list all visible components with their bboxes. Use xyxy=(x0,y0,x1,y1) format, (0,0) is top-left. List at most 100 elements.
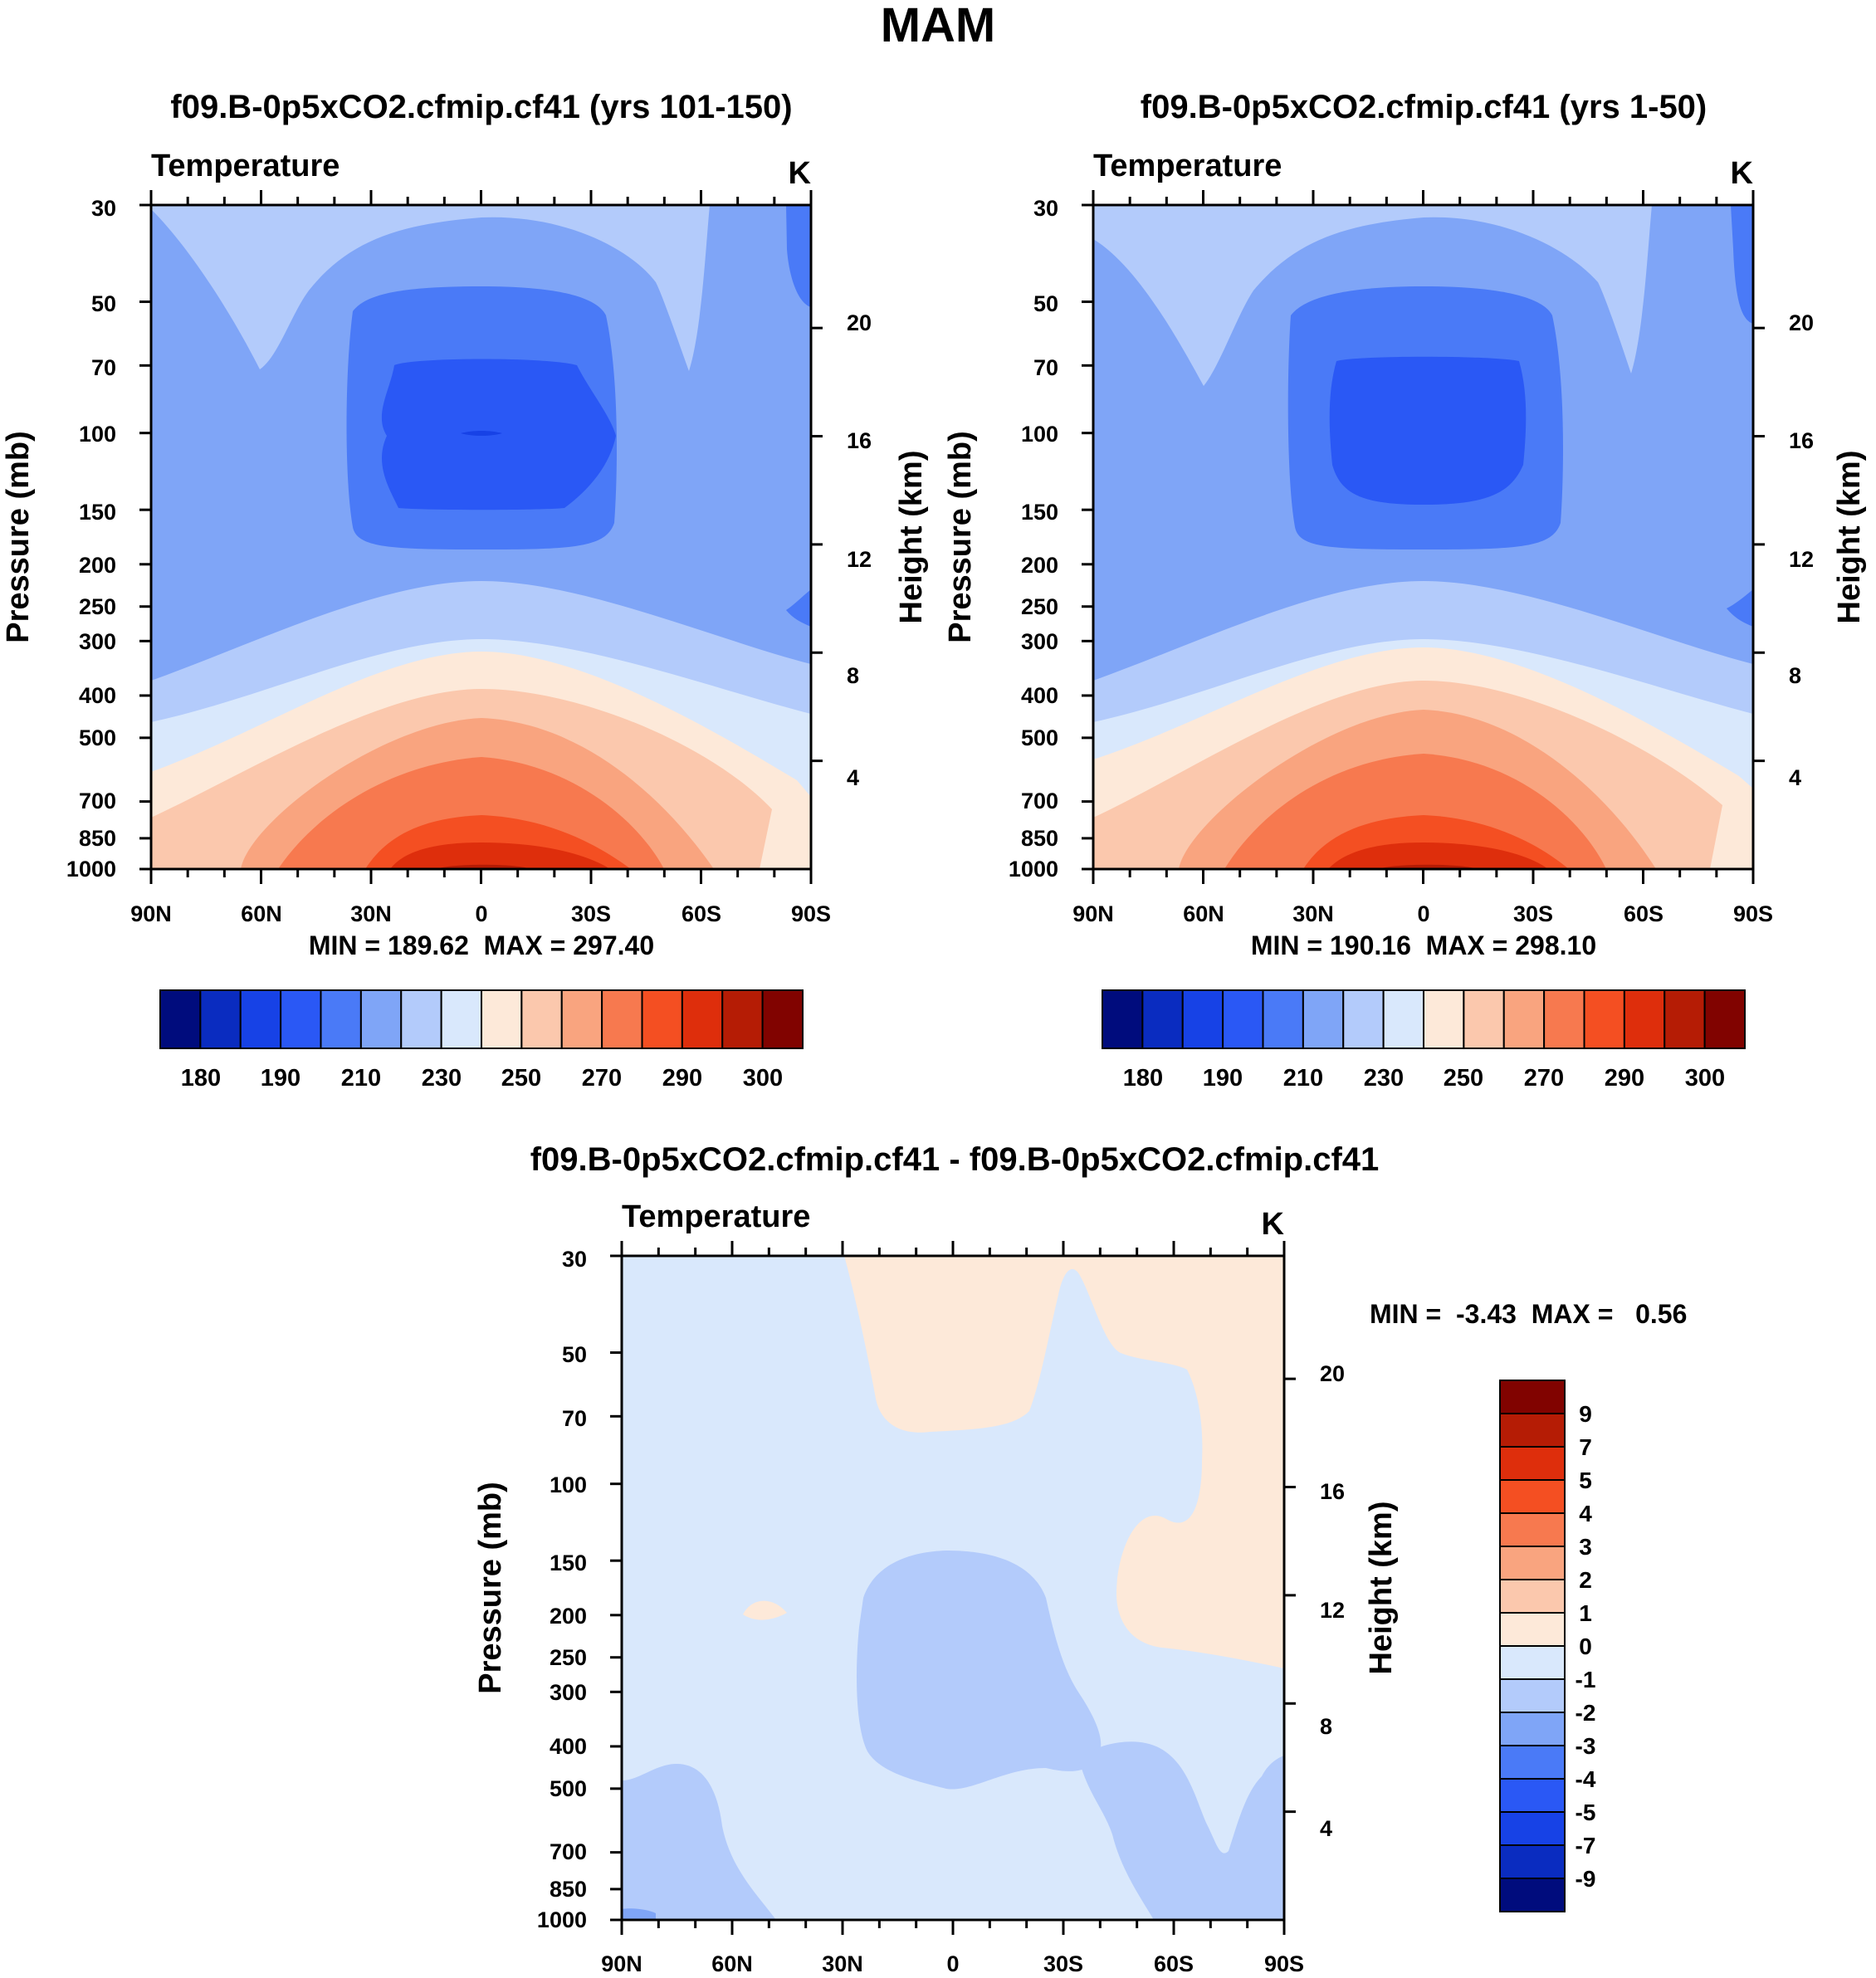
colorbar-swatch xyxy=(1181,989,1224,1049)
colorbar-swatch xyxy=(1663,989,1706,1049)
panel-3-y-tick-labels: 30 50 70 100 150 200 250 300 400 500 700… xyxy=(537,1247,587,1932)
colorbar-swatch xyxy=(560,989,603,1049)
colorbar-tick-label: 1 xyxy=(1579,1600,1592,1626)
colorbar-tick-label: -3 xyxy=(1576,1733,1596,1759)
panel-2-ticks xyxy=(1082,190,1765,884)
x-tick-label: 90N xyxy=(601,1951,642,1976)
panel-2-height-tick-labels: 20 16 12 8 4 xyxy=(1789,310,1814,790)
colorbar-tick-label: 7 xyxy=(1579,1434,1592,1460)
panel-3-y-axis-label: Pressure (mb) xyxy=(473,1482,508,1694)
colorbar-swatch xyxy=(1499,1612,1566,1647)
colorbar-tick-label: 210 xyxy=(1283,1065,1323,1092)
positive-region-small xyxy=(743,1600,787,1620)
height-tick-label: 4 xyxy=(1320,1816,1332,1841)
colorbar-swatch xyxy=(1302,989,1345,1049)
negative-region-southeast xyxy=(1079,1741,1284,1920)
colorbar-swatch xyxy=(239,989,282,1049)
panel-1-ticks xyxy=(139,190,823,884)
colorbar-swatch xyxy=(1423,989,1465,1049)
height-tick-label: 4 xyxy=(847,765,859,790)
x-tick-label: 60S xyxy=(682,901,721,926)
colorbar-tick-label: -4 xyxy=(1576,1766,1596,1792)
x-tick-label: 90S xyxy=(791,901,831,926)
colorbar-tick-label: -2 xyxy=(1576,1700,1596,1726)
colorbar-tick-label: 9 xyxy=(1579,1401,1592,1427)
panel-1-colorbar xyxy=(159,989,804,1049)
panel-1-colorbar-labels: 180 190 210 230 250 270 290 300 xyxy=(181,1065,783,1092)
colorbar-swatch xyxy=(359,989,403,1049)
colorbar-swatch xyxy=(1502,989,1546,1049)
contour-band-300-plus xyxy=(1328,842,1548,869)
height-tick-label: 12 xyxy=(847,547,872,572)
height-tick-label: 4 xyxy=(1789,765,1801,790)
colorbar-tick-label: 190 xyxy=(1203,1065,1243,1092)
colorbar-swatch xyxy=(159,989,202,1049)
colorbar-swatch xyxy=(520,989,563,1049)
panel-2-units-label: K xyxy=(1731,156,1754,191)
x-tick-label: 0 xyxy=(1417,901,1429,926)
x-tick-label: 60N xyxy=(241,901,282,926)
positive-region-top xyxy=(844,1256,1284,1668)
pressure-tick-label: 1000 xyxy=(537,1907,587,1932)
pressure-tick-label: 200 xyxy=(1021,553,1058,578)
panel-3-colorbar-labels: 9 7 5 4 3 2 1 0 -1 -2 -3 -4 -5 -7 -9 xyxy=(1576,1401,1596,1892)
colorbar-swatch xyxy=(1499,1546,1566,1580)
pressure-tick-label: 500 xyxy=(1021,725,1058,750)
pressure-tick-label: 500 xyxy=(550,1776,587,1801)
colorbar-swatch xyxy=(641,989,683,1049)
colorbar-tick-label: -1 xyxy=(1576,1667,1596,1692)
height-tick-label: 12 xyxy=(1320,1598,1345,1623)
panel-2: f09.B-0p5xCO2.cfmip.cf41 (yrs 1-50) Temp… xyxy=(943,89,1867,1092)
colorbar-tick-label: 4 xyxy=(1579,1501,1592,1526)
colorbar-swatch xyxy=(1102,989,1144,1049)
height-tick-label: 16 xyxy=(847,428,872,453)
colorbar-tick-label: 250 xyxy=(1444,1065,1483,1092)
pressure-tick-label: 100 xyxy=(1021,422,1058,447)
x-tick-label: 90N xyxy=(1072,901,1114,926)
x-tick-label: 60S xyxy=(1154,1951,1194,1976)
panel-2-contour-field xyxy=(1093,205,1753,869)
pressure-tick-label: 300 xyxy=(1021,629,1058,654)
pressure-tick-label: 850 xyxy=(1021,826,1058,851)
figure-title: MAM xyxy=(881,0,996,52)
panel-3-units-label: K xyxy=(1262,1207,1285,1242)
colorbar-tick-label: 3 xyxy=(1579,1534,1592,1560)
panel-1-units-label: K xyxy=(789,156,812,191)
colorbar-swatch xyxy=(1141,989,1184,1049)
pressure-tick-label: 150 xyxy=(1021,500,1058,525)
colorbar-swatch xyxy=(1499,1844,1566,1879)
colorbar-swatch xyxy=(199,989,242,1049)
colorbar-swatch xyxy=(440,989,482,1049)
panel-3-stats: MIN = -3.43 MAX = 0.56 xyxy=(1370,1299,1687,1329)
colorbar-swatch xyxy=(761,989,804,1049)
panel-1-y2-axis-label: Height (km) xyxy=(894,451,929,624)
x-tick-label: 30S xyxy=(1513,901,1553,926)
height-tick-label: 8 xyxy=(1789,663,1801,688)
colorbar-swatch xyxy=(320,989,362,1049)
pressure-tick-label: 850 xyxy=(79,826,116,851)
pressure-tick-label: 400 xyxy=(550,1734,587,1759)
colorbar-tick-label: 0 xyxy=(1579,1634,1592,1659)
x-tick-label: 30N xyxy=(350,901,392,926)
colorbar-swatch xyxy=(1499,1778,1566,1813)
panel-2-title: f09.B-0p5xCO2.cfmip.cf41 (yrs 1-50) xyxy=(1141,89,1707,125)
pressure-tick-label: 70 xyxy=(562,1406,587,1431)
x-tick-label: 60S xyxy=(1624,901,1663,926)
height-tick-label: 20 xyxy=(1320,1361,1345,1386)
colorbar-tick-label: 270 xyxy=(582,1065,622,1092)
pressure-tick-label: 250 xyxy=(550,1645,587,1670)
x-tick-label: 60N xyxy=(1183,901,1224,926)
height-tick-label: 8 xyxy=(1320,1714,1332,1739)
pressure-tick-label: 30 xyxy=(91,196,116,221)
x-tick-label: 30N xyxy=(822,1951,863,1976)
colorbar-tick-label: 2 xyxy=(1579,1567,1592,1593)
pressure-tick-label: 70 xyxy=(91,355,116,380)
panel-3-height-tick-labels: 20 16 12 8 4 xyxy=(1320,1361,1345,1841)
contour-band-190-200 xyxy=(1329,356,1527,505)
panel-2-y2-axis-label: Height (km) xyxy=(1832,451,1867,624)
pressure-tick-label: 50 xyxy=(562,1342,587,1367)
height-tick-label: 20 xyxy=(1789,310,1814,335)
colorbar-swatch xyxy=(1499,1380,1566,1414)
colorbar-swatch xyxy=(1703,989,1746,1049)
panel-2-variable-label: Temperature xyxy=(1093,149,1282,183)
